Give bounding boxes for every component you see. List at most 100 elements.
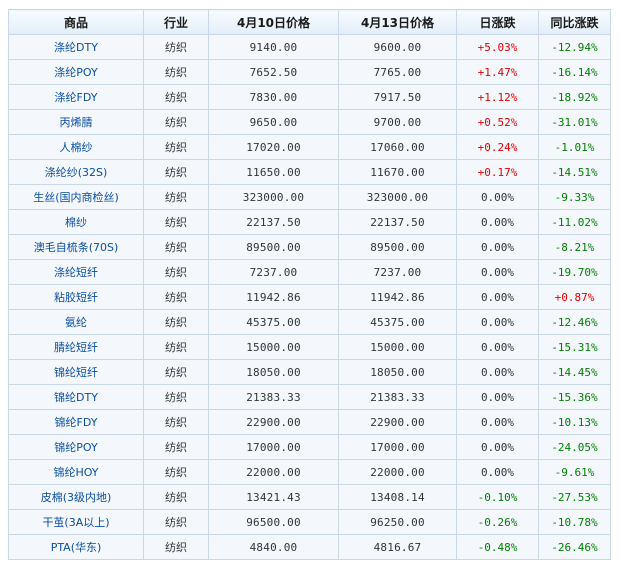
price-apr13-cell: 7917.50 bbox=[338, 84, 457, 110]
table-row: PTA(华东) 纺织 4840.00 4816.67 -0.48% -26.46% bbox=[8, 534, 611, 560]
price-apr10-cell: 89500.00 bbox=[208, 234, 339, 260]
price-apr10-cell: 7830.00 bbox=[208, 84, 339, 110]
product-name-cell[interactable]: 锦纶HOY bbox=[8, 459, 144, 485]
header-product[interactable]: 商品 bbox=[8, 9, 144, 35]
industry-cell: 纺织 bbox=[143, 84, 209, 110]
industry-cell: 纺织 bbox=[143, 509, 209, 535]
daily-change-cell: 0.00% bbox=[456, 234, 539, 260]
price-apr10-cell: 96500.00 bbox=[208, 509, 339, 535]
industry-cell: 纺织 bbox=[143, 284, 209, 310]
product-name-cell[interactable]: 锦纶短纤 bbox=[8, 359, 144, 385]
price-apr13-cell: 15000.00 bbox=[338, 334, 457, 360]
table-row: 皮棉(3级内地) 纺织 13421.43 13408.14 -0.10% -27.53% bbox=[8, 484, 611, 510]
product-name-cell[interactable]: 澳毛自梳条(70S) bbox=[8, 234, 144, 260]
industry-cell: 纺织 bbox=[143, 334, 209, 360]
table-row: 涤纶FDY 纺织 7830.00 7917.50 +1.12% -18.92% bbox=[8, 84, 611, 110]
daily-change-cell: 0.00% bbox=[456, 284, 539, 310]
product-name-cell[interactable]: 涤纶FDY bbox=[8, 84, 144, 110]
price-apr10-cell: 9650.00 bbox=[208, 109, 339, 135]
product-name-cell[interactable]: 人棉纱 bbox=[8, 134, 144, 160]
table-row: 人棉纱 纺织 17020.00 17060.00 +0.24% -1.01% bbox=[8, 134, 611, 160]
table-row: 锦纶POY 纺织 17000.00 17000.00 0.00% -24.05% bbox=[8, 434, 611, 460]
industry-cell: 纺织 bbox=[143, 484, 209, 510]
table-row: 涤纶POY 纺织 7652.50 7765.00 +1.47% -16.14% bbox=[8, 59, 611, 85]
product-name-cell[interactable]: 锦纶DTY bbox=[8, 384, 144, 410]
price-apr13-cell: 22900.00 bbox=[338, 409, 457, 435]
table-row: 干茧(3A以上) 纺织 96500.00 96250.00 -0.26% -10.78% bbox=[8, 509, 611, 535]
daily-change-cell: +5.03% bbox=[456, 34, 539, 60]
product-name-cell[interactable]: 涤纶纱(32S) bbox=[8, 159, 144, 185]
header-row: 商品 行业 4月10日价格 4月13日价格 日涨跌 同比涨跌 bbox=[8, 9, 611, 35]
price-apr13-cell: 9600.00 bbox=[338, 34, 457, 60]
yoy-change-cell: +0.87% bbox=[538, 284, 611, 310]
industry-cell: 纺织 bbox=[143, 34, 209, 60]
price-apr10-cell: 4840.00 bbox=[208, 534, 339, 560]
price-apr13-cell: 4816.67 bbox=[338, 534, 457, 560]
industry-cell: 纺织 bbox=[143, 209, 209, 235]
product-name-cell[interactable]: 氨纶 bbox=[8, 309, 144, 335]
daily-change-cell: -0.48% bbox=[456, 534, 539, 560]
price-apr13-cell: 7237.00 bbox=[338, 259, 457, 285]
product-name-cell[interactable]: 涤纶POY bbox=[8, 59, 144, 85]
product-name-cell[interactable]: 丙烯腈 bbox=[8, 109, 144, 135]
yoy-change-cell: -15.36% bbox=[538, 384, 611, 410]
daily-change-cell: 0.00% bbox=[456, 459, 539, 485]
product-name-cell[interactable]: 干茧(3A以上) bbox=[8, 509, 144, 535]
price-apr13-cell: 9700.00 bbox=[338, 109, 457, 135]
table-row: 涤纶纱(32S) 纺织 11650.00 11670.00 +0.17% -14.51% bbox=[8, 159, 611, 185]
yoy-change-cell: -9.33% bbox=[538, 184, 611, 210]
daily-change-cell: +1.47% bbox=[456, 59, 539, 85]
industry-cell: 纺织 bbox=[143, 534, 209, 560]
table-row: 涤纶短纤 纺织 7237.00 7237.00 0.00% -19.70% bbox=[8, 259, 611, 285]
price-apr10-cell: 11650.00 bbox=[208, 159, 339, 185]
daily-change-cell: 0.00% bbox=[456, 384, 539, 410]
product-name-cell[interactable]: PTA(华东) bbox=[8, 534, 144, 560]
table-row: 锦纶短纤 纺织 18050.00 18050.00 0.00% -14.45% bbox=[8, 359, 611, 385]
daily-change-cell: +0.52% bbox=[456, 109, 539, 135]
industry-cell: 纺织 bbox=[143, 184, 209, 210]
product-name-cell[interactable]: 生丝(国内商检丝) bbox=[8, 184, 144, 210]
daily-change-cell: 0.00% bbox=[456, 334, 539, 360]
table-row: 粘胶短纤 纺织 11942.86 11942.86 0.00% +0.87% bbox=[8, 284, 611, 310]
price-apr10-cell: 21383.33 bbox=[208, 384, 339, 410]
industry-cell: 纺织 bbox=[143, 234, 209, 260]
header-price-apr10[interactable]: 4月10日价格 bbox=[208, 9, 339, 35]
industry-cell: 纺织 bbox=[143, 309, 209, 335]
product-name-cell[interactable]: 皮棉(3级内地) bbox=[8, 484, 144, 510]
header-daily-change[interactable]: 日涨跌 bbox=[456, 9, 539, 35]
table-row: 氨纶 纺织 45375.00 45375.00 0.00% -12.46% bbox=[8, 309, 611, 335]
product-name-cell[interactable]: 粘胶短纤 bbox=[8, 284, 144, 310]
yoy-change-cell: -16.14% bbox=[538, 59, 611, 85]
table-row: 腈纶短纤 纺织 15000.00 15000.00 0.00% -15.31% bbox=[8, 334, 611, 360]
table-row: 生丝(国内商检丝) 纺织 323000.00 323000.00 0.00% -9.33% bbox=[8, 184, 611, 210]
price-apr13-cell: 18050.00 bbox=[338, 359, 457, 385]
industry-cell: 纺织 bbox=[143, 134, 209, 160]
price-apr10-cell: 17000.00 bbox=[208, 434, 339, 460]
yoy-change-cell: -14.45% bbox=[538, 359, 611, 385]
product-name-cell[interactable]: 涤纶短纤 bbox=[8, 259, 144, 285]
header-industry[interactable]: 行业 bbox=[143, 9, 209, 35]
daily-change-cell: -0.10% bbox=[456, 484, 539, 510]
yoy-change-cell: -18.92% bbox=[538, 84, 611, 110]
table-row: 澳毛自梳条(70S) 纺织 89500.00 89500.00 0.00% -8.21% bbox=[8, 234, 611, 260]
daily-change-cell: -0.26% bbox=[456, 509, 539, 535]
yoy-change-cell: -27.53% bbox=[538, 484, 611, 510]
price-apr10-cell: 323000.00 bbox=[208, 184, 339, 210]
yoy-change-cell: -12.46% bbox=[538, 309, 611, 335]
yoy-change-cell: -31.01% bbox=[538, 109, 611, 135]
table-row: 锦纶FDY 纺织 22900.00 22900.00 0.00% -10.13% bbox=[8, 409, 611, 435]
product-name-cell[interactable]: 腈纶短纤 bbox=[8, 334, 144, 360]
industry-cell: 纺织 bbox=[143, 459, 209, 485]
header-price-apr13[interactable]: 4月13日价格 bbox=[338, 9, 457, 35]
product-name-cell[interactable]: 锦纶FDY bbox=[8, 409, 144, 435]
product-name-cell[interactable]: 锦纶POY bbox=[8, 434, 144, 460]
price-apr10-cell: 22137.50 bbox=[208, 209, 339, 235]
industry-cell: 纺织 bbox=[143, 359, 209, 385]
yoy-change-cell: -11.02% bbox=[538, 209, 611, 235]
header-yoy-change[interactable]: 同比涨跌 bbox=[538, 9, 611, 35]
price-apr13-cell: 17000.00 bbox=[338, 434, 457, 460]
daily-change-cell: 0.00% bbox=[456, 434, 539, 460]
product-name-cell[interactable]: 棉纱 bbox=[8, 209, 144, 235]
yoy-change-cell: -14.51% bbox=[538, 159, 611, 185]
product-name-cell[interactable]: 涤纶DTY bbox=[8, 34, 144, 60]
